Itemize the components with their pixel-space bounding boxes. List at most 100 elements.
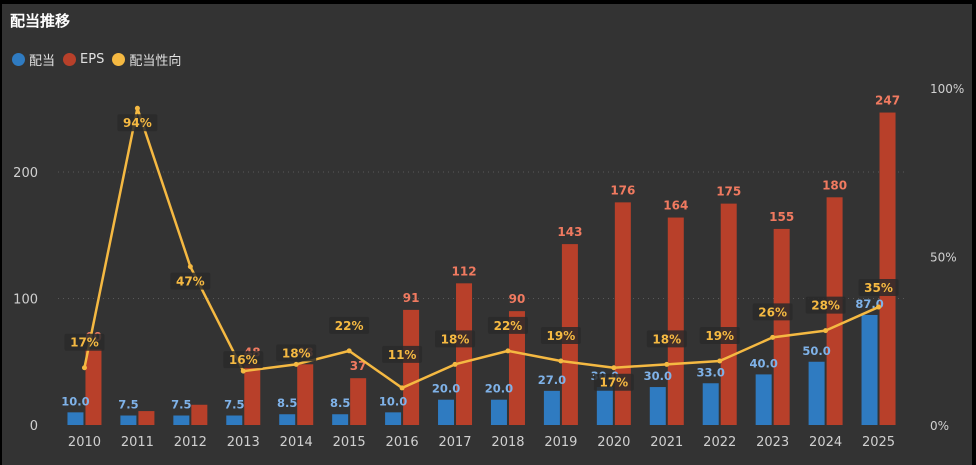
bar-eps [138,411,155,425]
bar-dividend [173,415,190,425]
legend-payout-swatch [112,53,126,66]
payout-label-box [805,296,846,314]
data-label-dividend: 10.0 [379,394,407,408]
payout-point [770,334,776,340]
data-label-eps: 175 [716,185,741,199]
x-tick-label: 2013 [227,435,260,450]
bar-eps [191,404,208,425]
y-right-tick-label: 0% [930,419,949,433]
bar-dividend [861,314,878,425]
bar-dividend [120,415,137,425]
payout-point [452,361,458,367]
data-label-dividend: 8.5 [330,396,350,410]
data-label-payout: 94% [123,116,152,130]
y-left-tick-label: 100 [13,293,38,308]
bar-dividend [649,387,666,425]
y-right-tick-label: 100% [930,82,964,96]
bar-dividend [438,399,455,425]
bar-dividend [226,415,243,425]
payout-point [717,358,723,364]
bar-dividend [543,390,560,425]
x-tick-label: 2010 [68,435,101,450]
legend-eps-swatch [63,53,77,66]
payout-label-box [858,279,899,297]
bar-eps [403,309,420,425]
data-label-payout: 17% [70,336,99,350]
legend-item-dividend[interactable]: 配当 [12,50,55,69]
x-tick-label: 2012 [174,435,207,450]
data-label-dividend: 7.5 [171,398,191,412]
x-tick-label: 2017 [438,435,471,450]
data-label-dividend: 20.0 [432,382,460,396]
payout-label-box [646,330,687,348]
data-label-eps: 91 [403,291,420,305]
payout-label-box [64,333,105,351]
data-label-dividend: 30.0 [644,369,672,383]
bar-dividend [596,387,613,425]
payout-point [81,365,87,371]
data-label-payout: 22% [335,319,364,333]
bar-eps [244,364,261,425]
payout-label-box [752,303,793,321]
bar-eps [614,202,631,425]
payout-label-box [117,114,158,132]
data-label-dividend: 27.0 [538,373,566,387]
data-label-eps: 112 [452,264,477,278]
chart-title: 配当推移 [10,12,71,30]
x-tick-label: 2020 [597,435,630,450]
data-label-dividend: 7.5 [224,398,244,412]
bar-dividend [385,412,402,425]
legend-payout-label: 配当性向 [129,54,182,69]
data-label-eps: 37 [350,359,367,373]
payout-point [134,105,140,111]
payout-label-box [487,316,528,334]
data-label-payout: 18% [282,346,311,360]
bar-eps [297,364,314,425]
data-label-payout: 26% [758,305,787,319]
bar-eps [350,378,367,425]
legend-item-eps[interactable]: EPS [63,52,104,67]
payout-label-box [593,373,634,391]
payout-point [346,348,352,354]
bar-dividend [332,414,349,425]
legend: 配当 EPS 配当性向 [12,50,189,69]
data-label-dividend: 10.0 [61,394,89,408]
bar-eps [456,283,473,425]
legend-dividend-swatch [12,53,25,66]
x-tick-label: 2025 [862,435,895,450]
bar-dividend [490,399,507,425]
x-tick-label: 2015 [333,435,366,450]
data-label-dividend: 50.0 [802,344,830,358]
payout-label-box [435,330,476,348]
payout-point [823,328,829,334]
data-label-dividend: 20.0 [485,382,513,396]
data-label-eps: 247 [875,94,900,108]
legend-item-payout[interactable]: 配当性向 [112,50,181,69]
data-label-dividend: 33.0 [697,365,725,379]
payout-label-box [170,272,211,290]
data-label-eps: 155 [769,210,794,224]
payout-point [876,304,882,310]
payout-label-box [276,344,317,362]
payout-point [558,358,564,364]
x-tick-label: 2021 [650,435,683,450]
payout-line [83,106,880,390]
payout-label-box [699,326,740,344]
payout-label-box [223,351,264,369]
bar-dividend [702,383,719,425]
bar-eps [508,311,525,425]
payout-point [664,361,670,367]
data-label-eps: 164 [663,199,688,213]
bar-dividend [755,374,772,425]
data-label-eps: 143 [557,225,582,239]
bar-dividend [808,361,825,425]
bar-eps [773,228,790,425]
bar-eps [879,112,896,426]
data-label-payout: 28% [811,299,840,313]
payout-label-box [382,345,423,363]
y-left-tick-label: 0 [30,419,38,434]
payout-point [611,365,617,371]
payout-point [399,385,405,391]
x-tick-label: 2016 [386,435,419,450]
